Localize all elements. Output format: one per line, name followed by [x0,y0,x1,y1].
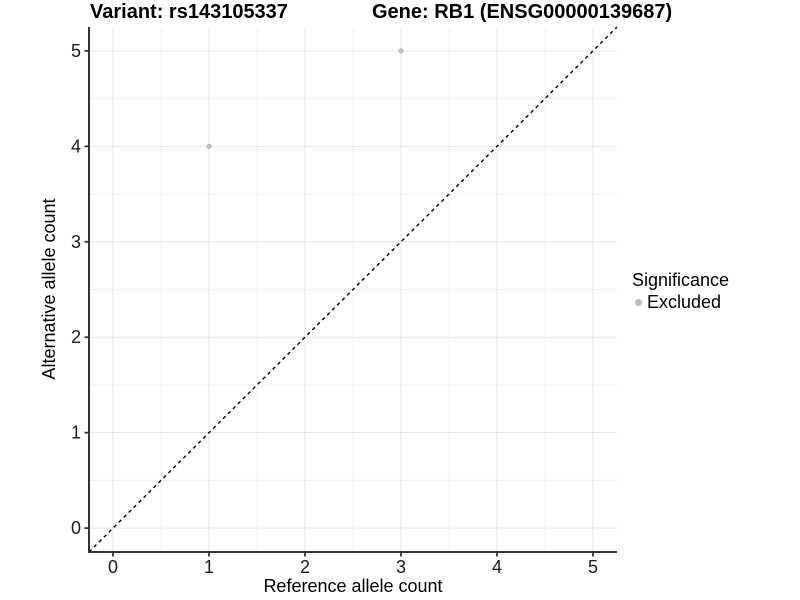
x-tick-label: 1 [204,557,214,577]
y-axis-title: Alternative allele count [39,198,59,380]
x-axis-title: Reference allele count [263,576,443,596]
y-tick-label: 3 [71,232,81,252]
legend-entry: Excluded [632,292,729,312]
x-tick-label: 2 [300,557,310,577]
data-point [206,143,212,149]
y-tick-label: 2 [71,327,81,347]
legend-key-point-icon [635,298,642,306]
x-tick-label: 5 [588,557,598,577]
legend-title: Significance [632,270,730,290]
x-tick-label: 3 [396,557,406,577]
data-point [398,48,404,54]
y-tick-label: 0 [71,518,81,538]
y-tick-label: 4 [71,136,81,156]
y-tick-label: 5 [71,41,81,61]
x-tick-label: 0 [108,557,118,577]
legend-entry-label: Excluded [647,292,722,312]
legend-entries: Excluded [632,292,729,312]
identity-line [88,26,618,553]
plot-title-variant: Variant: rs143105337 [90,1,288,23]
y-tick-label: 1 [71,423,81,443]
plot-title-gene: Gene: RB1 (ENSG00000139687) [372,1,673,23]
x-tick-label: 4 [492,557,502,577]
legend: Significance Excluded [632,269,729,312]
